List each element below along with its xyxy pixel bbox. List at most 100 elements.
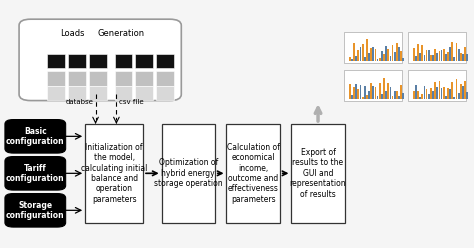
Bar bbox=[115, 71, 132, 86]
Bar bbox=[370, 48, 372, 61]
Bar bbox=[432, 55, 434, 61]
Bar bbox=[47, 54, 65, 68]
Bar bbox=[462, 54, 464, 61]
Text: databse: databse bbox=[65, 99, 93, 105]
Bar bbox=[437, 53, 438, 61]
Bar bbox=[385, 92, 387, 99]
Bar bbox=[379, 58, 381, 61]
Bar bbox=[357, 50, 359, 61]
Bar bbox=[419, 97, 421, 99]
FancyBboxPatch shape bbox=[5, 120, 66, 153]
Bar bbox=[377, 60, 378, 61]
FancyBboxPatch shape bbox=[5, 193, 66, 227]
Bar bbox=[356, 84, 357, 99]
Bar bbox=[373, 47, 374, 61]
Text: Basic
configuration: Basic configuration bbox=[6, 127, 64, 146]
Bar bbox=[441, 88, 442, 99]
Bar bbox=[349, 84, 351, 99]
Bar bbox=[396, 43, 398, 61]
Text: Initialization of
the model,
calculating initial
balance and
operation
parameter: Initialization of the model, calculating… bbox=[81, 143, 147, 204]
Bar bbox=[366, 95, 368, 99]
Bar bbox=[462, 87, 464, 99]
Bar bbox=[434, 82, 436, 99]
Bar bbox=[443, 87, 445, 99]
Bar bbox=[390, 57, 392, 61]
Bar bbox=[464, 81, 466, 99]
Bar bbox=[451, 42, 453, 61]
Bar bbox=[292, 124, 345, 223]
Bar bbox=[370, 83, 372, 99]
Bar bbox=[381, 51, 383, 61]
Bar bbox=[387, 49, 389, 61]
Bar bbox=[432, 91, 434, 99]
Text: Generation: Generation bbox=[98, 29, 145, 38]
Bar bbox=[419, 53, 421, 61]
Bar bbox=[434, 49, 436, 61]
Bar bbox=[156, 54, 174, 68]
Bar bbox=[136, 54, 153, 68]
Bar bbox=[136, 86, 153, 100]
Bar bbox=[364, 86, 365, 99]
Bar bbox=[430, 55, 432, 61]
Bar bbox=[387, 83, 389, 99]
Text: Loads: Loads bbox=[60, 29, 85, 38]
Bar bbox=[392, 45, 393, 61]
Bar bbox=[381, 93, 383, 99]
Bar bbox=[383, 78, 385, 99]
Bar bbox=[421, 45, 423, 61]
Bar bbox=[466, 92, 468, 99]
Bar bbox=[362, 44, 364, 61]
Bar bbox=[394, 52, 396, 61]
Bar bbox=[68, 86, 86, 100]
Bar bbox=[385, 46, 387, 61]
Bar bbox=[349, 58, 351, 61]
Bar bbox=[400, 85, 402, 99]
Bar bbox=[449, 47, 451, 61]
Bar bbox=[68, 54, 86, 68]
Bar bbox=[451, 82, 453, 99]
Bar bbox=[374, 49, 376, 61]
Bar bbox=[377, 96, 378, 99]
Bar bbox=[360, 85, 361, 99]
Bar bbox=[417, 91, 419, 99]
Bar bbox=[421, 94, 423, 99]
Bar bbox=[408, 70, 466, 101]
Bar bbox=[447, 52, 449, 61]
Bar bbox=[466, 54, 468, 61]
Bar bbox=[456, 79, 457, 99]
Bar bbox=[344, 70, 402, 101]
Bar bbox=[379, 83, 381, 99]
Bar bbox=[364, 57, 365, 61]
Bar bbox=[373, 86, 374, 99]
Bar bbox=[47, 86, 65, 100]
Bar bbox=[413, 91, 415, 99]
Bar bbox=[438, 81, 440, 99]
Bar bbox=[353, 87, 355, 99]
Bar bbox=[360, 47, 361, 61]
Bar bbox=[396, 91, 398, 99]
Bar bbox=[68, 71, 86, 86]
Bar bbox=[445, 54, 447, 61]
Bar bbox=[413, 48, 415, 61]
Bar bbox=[426, 50, 428, 61]
Bar bbox=[89, 54, 107, 68]
Bar bbox=[443, 49, 445, 61]
Bar bbox=[460, 53, 462, 61]
Bar bbox=[438, 52, 440, 61]
Bar bbox=[398, 47, 400, 61]
Bar bbox=[115, 86, 132, 100]
Bar bbox=[374, 87, 376, 99]
Text: Calculation of
economical
income,
outcome and
effectiveness
parameters: Calculation of economical income, outcom… bbox=[227, 143, 280, 204]
Bar bbox=[344, 32, 402, 63]
Bar bbox=[456, 43, 457, 61]
Bar bbox=[390, 88, 392, 99]
Bar bbox=[398, 96, 400, 99]
Bar bbox=[136, 71, 153, 86]
Text: Storage
configuration: Storage configuration bbox=[6, 201, 64, 220]
Bar bbox=[454, 97, 456, 99]
Bar bbox=[85, 124, 143, 223]
Bar bbox=[368, 53, 370, 61]
FancyBboxPatch shape bbox=[5, 156, 66, 190]
Bar bbox=[417, 44, 419, 61]
Bar bbox=[351, 95, 353, 99]
